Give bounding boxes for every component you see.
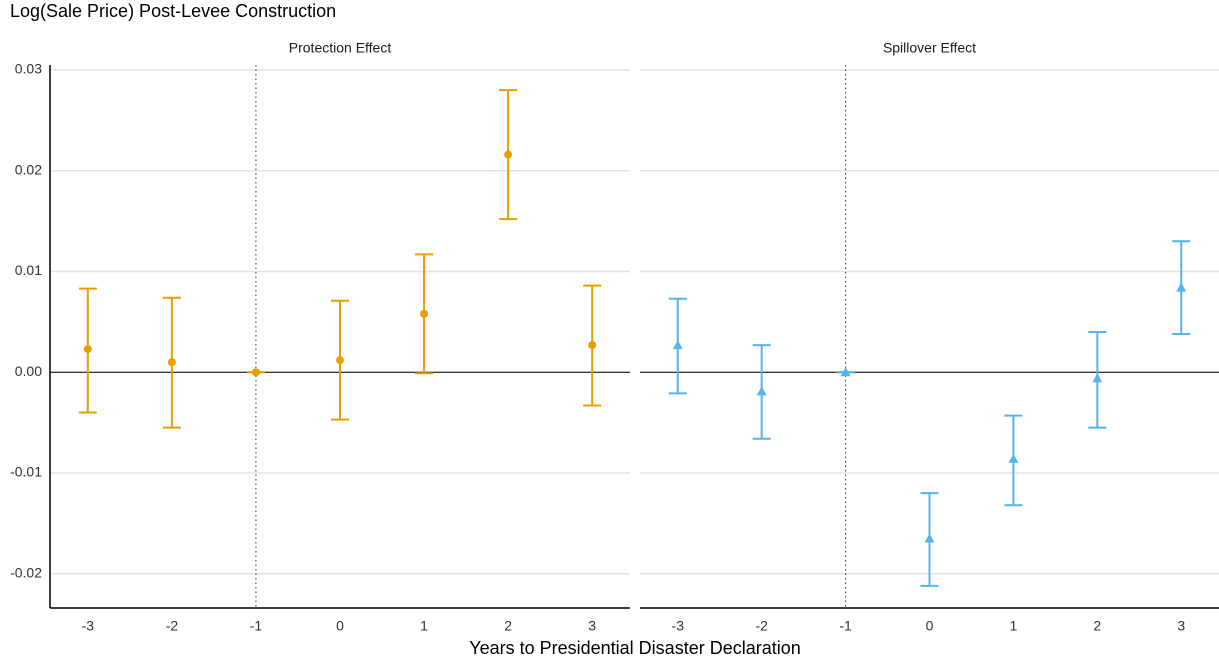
x-tick-label: -2 — [166, 618, 179, 634]
y-tick-label: 0.03 — [15, 61, 42, 77]
chart-title: Log(Sale Price) Post-Levee Construction — [10, 1, 336, 21]
point — [167, 358, 176, 367]
x-tick-label: 0 — [926, 618, 934, 634]
point — [588, 341, 597, 350]
y-tick-label: 0.01 — [15, 262, 42, 278]
y-tick-label: -0.01 — [10, 464, 42, 480]
x-tick-label: 3 — [588, 618, 596, 634]
y-tick-label: -0.02 — [10, 564, 42, 580]
point — [924, 533, 935, 543]
point — [1176, 282, 1187, 292]
x-tick-label: 1 — [420, 618, 428, 634]
point — [672, 340, 683, 350]
x-tick-label: 3 — [1177, 618, 1185, 634]
point — [1092, 373, 1103, 383]
x-tick-label: -3 — [672, 618, 685, 634]
strip-title: Protection Effect — [289, 40, 392, 56]
x-tick-label: -1 — [250, 618, 263, 634]
x-tick-label: 2 — [504, 618, 512, 634]
point — [420, 309, 429, 318]
point — [1008, 453, 1019, 463]
point — [83, 345, 92, 354]
point — [336, 356, 344, 365]
strip-title: Spillover Effect — [883, 40, 976, 56]
point — [840, 367, 851, 377]
point — [756, 386, 767, 396]
x-axis-label: Years to Presidential Disaster Declarati… — [469, 638, 801, 658]
point — [504, 150, 513, 159]
y-tick-label: 0.02 — [15, 161, 42, 177]
x-tick-label: -3 — [82, 618, 95, 634]
x-tick-label: 1 — [1010, 618, 1018, 634]
y-tick-label: 0.00 — [15, 363, 42, 379]
x-tick-label: -1 — [839, 618, 852, 634]
point — [251, 368, 260, 377]
x-tick-label: -2 — [755, 618, 768, 634]
x-tick-label: 0 — [336, 618, 344, 634]
x-tick-label: 2 — [1093, 618, 1101, 634]
